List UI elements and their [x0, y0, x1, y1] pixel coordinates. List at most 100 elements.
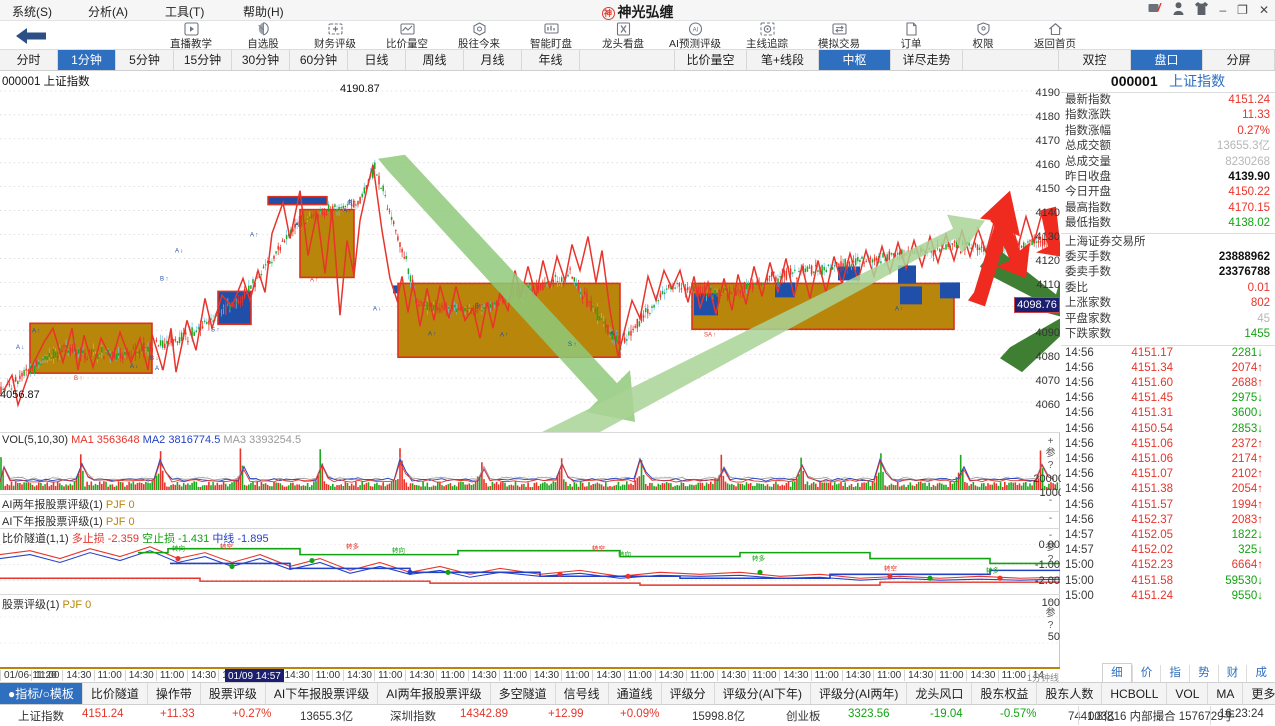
indicator-tab-13[interactable]: 股东权益	[972, 683, 1038, 704]
indicator-tab-5[interactable]: AI两年报股票评级	[378, 683, 491, 704]
ai-2y-rating-panel[interactable]: AI两年报股票评级(1) PJF 0	[0, 495, 1060, 512]
quote-tab-index[interactable]: 指	[1160, 665, 1189, 682]
period-tab-60min[interactable]: 60分钟	[290, 50, 348, 70]
indicator-tab-3[interactable]: 股票评级	[201, 683, 266, 704]
time-tick: 11:00	[93, 670, 122, 681]
view-tab-pen-segment[interactable]: 笔+线段	[747, 50, 819, 70]
period-tab-daily[interactable]: 日线	[348, 50, 406, 70]
toolbar-button-permissions[interactable]: 权限	[952, 22, 1014, 50]
chart-low-price-label: 4056.87	[0, 389, 40, 401]
tick-volume: 3600↓	[1231, 407, 1263, 420]
indicator-tab-8[interactable]: 通道线	[609, 683, 662, 704]
period-tab-monthly[interactable]: 月线	[464, 50, 522, 70]
quote-rows: 最新指数 4151.24 指数涨跌 11.33 指数涨幅 0.27% 总成交额 13655.3…	[1061, 93, 1275, 232]
view-tab-center[interactable]: 中枢	[819, 50, 891, 70]
toolbar-button-leader-watch[interactable]: 龙头看盘	[592, 22, 654, 50]
stock-rating-panel-collapse-button[interactable]: -	[1048, 596, 1053, 607]
menu-item-system[interactable]: 系统(S)	[12, 5, 52, 19]
ai-next-year-rating-panel[interactable]: AI下年报股票评级(1) PJF 0	[0, 512, 1060, 529]
toolbar-button-smart-monitor[interactable]: 智能盯盘	[520, 22, 582, 50]
tick-row: 14:56 4151.60 2688↑	[1061, 376, 1275, 391]
toolbar-button-watchlist[interactable]: 自选股	[232, 21, 294, 50]
period-tab-15min[interactable]: 15分钟	[174, 50, 232, 70]
back-button[interactable]	[14, 25, 48, 47]
quote-stat-row: 指数涨跌 11.33	[1061, 108, 1275, 123]
indicator-tab-14[interactable]: 股东人数	[1037, 683, 1103, 704]
quote-stat2-label: 委卖手数	[1065, 266, 1111, 279]
close-button[interactable]: ✕	[1258, 3, 1269, 17]
volume-panel-expand-button[interactable]: +	[1047, 436, 1054, 447]
indicator-tab-16[interactable]: VOL	[1167, 683, 1209, 704]
toolbar-button-sim-trade[interactable]: 模拟交易	[808, 22, 870, 50]
menu-item-analysis[interactable]: 分析(A)	[88, 5, 128, 19]
volume-panel-param-button[interactable]: 参	[1045, 448, 1056, 459]
period-tab-1min[interactable]: 1分钟	[58, 50, 116, 70]
volume-panel-help-button[interactable]: ?	[1047, 460, 1054, 471]
price-panel[interactable]: A ↓ A ↑ B ↑ A ↓ B ↓ A ↑ A ↓ B ↑ S ↑ A ↑ …	[0, 71, 1060, 433]
tick-list[interactable]: 14:56 4151.17 2281↓ 14:56 4151.34 2074↑ 14:56 4…	[1061, 344, 1275, 604]
menu-item-tools[interactable]: 工具(T)	[165, 5, 205, 19]
period-tab-30min[interactable]: 30分钟	[232, 50, 290, 70]
bijia-panel-param-button[interactable]: 参	[1045, 542, 1056, 553]
view-tab-price-volume[interactable]: 比价量空	[675, 50, 747, 70]
view-tab-split-screen[interactable]: 分屏	[1203, 50, 1275, 70]
view-tab-dual-control[interactable]: 双控	[1059, 50, 1131, 70]
bijia-panel-help-button[interactable]: ?	[1047, 554, 1054, 565]
minimize-button[interactable]: –	[1219, 3, 1227, 17]
bijia-panel-collapse-button[interactable]: -	[1048, 530, 1053, 541]
quote-tab-trend[interactable]: 势	[1189, 665, 1218, 682]
indicator-tab-0[interactable]: ●指标/○模板	[0, 683, 83, 704]
status-internal-match: 003816 内部撮合 1576729手	[1088, 711, 1236, 723]
view-tab-detail-trend[interactable]: 详尽走势	[891, 50, 963, 70]
stock-rating-panel[interactable]: 股票评级(1) PJF 0	[0, 595, 1060, 667]
period-tab-5min[interactable]: 5分钟	[116, 50, 174, 70]
indicator-tab-1[interactable]: 比价隧道	[83, 683, 148, 704]
indicator-tab-4[interactable]: AI下年报股票评级	[266, 683, 379, 704]
quote-tab-price[interactable]: 价	[1131, 665, 1161, 682]
stock-rating-panel-param-button[interactable]: 参	[1045, 608, 1056, 619]
indicator-tab-17[interactable]: MA	[1208, 683, 1244, 704]
indicator-tab-6[interactable]: 多空隧道	[491, 683, 556, 704]
indicator-tab-15[interactable]: HCBOLL	[1102, 683, 1168, 704]
indicator-tab-11[interactable]: 评级分(AI两年)	[811, 683, 908, 704]
toolbar-button-orders[interactable]: 订单	[880, 22, 942, 50]
indicator-tab-18[interactable]: 更多 >	[1243, 683, 1275, 704]
toolbar-button-live-teaching[interactable]: 直播教学	[160, 22, 222, 50]
bijia-tunnel-panel[interactable]: 比价隧道(1,1) 多止损 -2.359 空止损 -1.431 中线 -1.89…	[0, 529, 1060, 595]
toolbar-button-history[interactable]: 股往今来	[448, 22, 510, 50]
menu-item-help[interactable]: 帮助(H)	[243, 5, 284, 19]
time-axis[interactable]: 01/06-11:20 11:00 14:30 11:00 14:30 11:00 14:3…	[0, 667, 1060, 682]
ai-2y-panel-collapse-button[interactable]: -	[1048, 495, 1053, 506]
indicator-tab-10[interactable]: 评级分(AI下年)	[715, 683, 811, 704]
toolbar-button-home[interactable]: 返回首页	[1024, 22, 1086, 50]
shirt-icon[interactable]	[1195, 2, 1209, 19]
view-tab-orderbook[interactable]: 盘口	[1131, 50, 1203, 70]
period-tab-weekly[interactable]: 周线	[406, 50, 464, 70]
period-tab-yearly[interactable]: 年线	[522, 50, 580, 70]
period-bar-spacer	[580, 50, 675, 70]
toolbar-button-price-volume[interactable]: 比价量空	[376, 22, 438, 50]
toolbar-button-finance-rating[interactable]: 财务评级	[304, 22, 366, 50]
indicator-tab-9[interactable]: 评级分	[662, 683, 715, 704]
indicator-tab-12[interactable]: 龙头风口	[907, 683, 973, 704]
user-icon[interactable]	[1173, 2, 1184, 19]
quote-tab-detail[interactable]: 细	[1102, 663, 1132, 682]
period-tab-fenshi[interactable]: 分时	[0, 50, 58, 70]
quote-tab-deal[interactable]: 成	[1246, 665, 1275, 682]
maximize-button[interactable]: ❐	[1237, 3, 1248, 17]
quote-tab-finance[interactable]: 财	[1217, 665, 1247, 682]
toolbar-button-ai-forecast[interactable]: AI AI预测评级	[664, 22, 726, 50]
quote-rows-2: 委买手数 23888962 委卖手数 23376788 委比 0.01 上涨家数 802 平盘家…	[1061, 250, 1275, 342]
tick-volume: 2975↓	[1231, 392, 1263, 405]
screen-icon[interactable]	[1148, 2, 1163, 19]
ai-next-year-panel-collapse-button[interactable]: -	[1048, 513, 1053, 524]
indicator-tab-7[interactable]: 信号线	[556, 683, 609, 704]
chart-area[interactable]: 000001 上证指数	[0, 71, 1060, 667]
volume-panel[interactable]: VOL(5,10,30) MA1 3563648 MA2 3816774.5 M…	[0, 433, 1060, 495]
tick-time: 14:56	[1065, 498, 1094, 511]
stock-rating-panel-help-button[interactable]: ?	[1047, 620, 1054, 631]
status-item: +12.99	[548, 708, 584, 720]
tick-row: 14:57 4152.02 325↓	[1061, 543, 1275, 558]
toolbar-button-mainline-track[interactable]: 主线追踪	[736, 22, 798, 50]
indicator-tab-2[interactable]: 操作带	[148, 683, 201, 704]
